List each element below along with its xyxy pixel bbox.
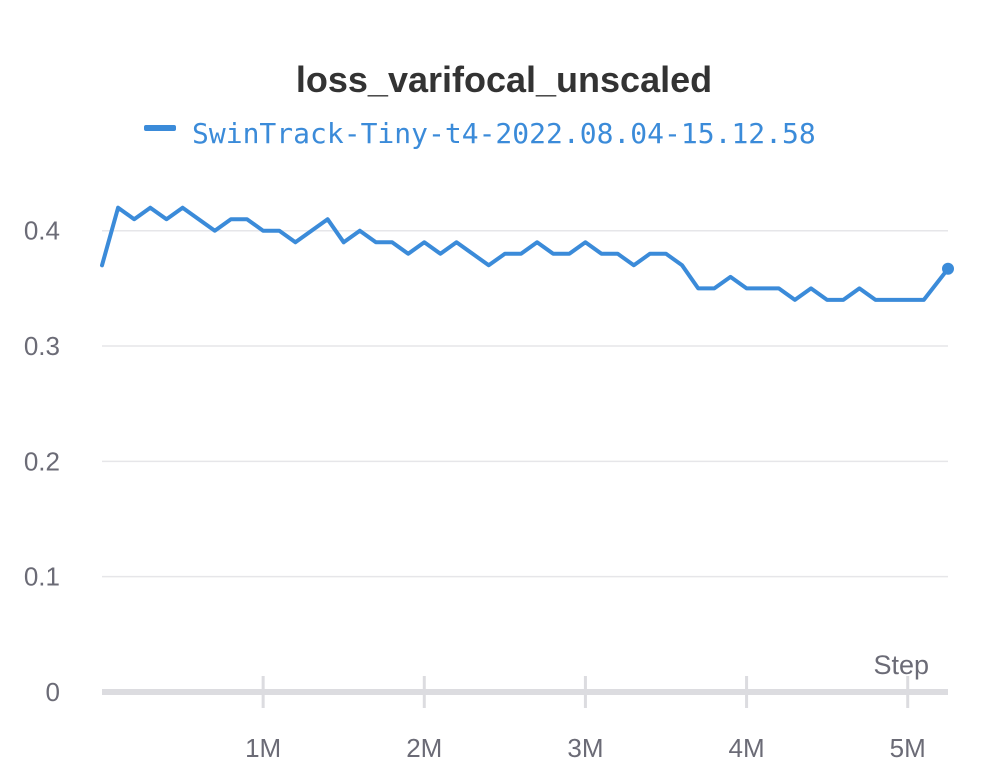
- y-tick-label: 0.2: [24, 446, 60, 476]
- x-tick-label: 4M: [729, 733, 765, 763]
- legend[interactable]: SwinTrack-Tiny-t4-2022.08.04-15.12.58: [144, 117, 816, 150]
- x-axis-title: Step: [873, 650, 929, 680]
- y-tick-label: 0.4: [24, 216, 60, 246]
- y-tick-label: 0.1: [24, 562, 60, 592]
- grid-lines: [102, 229, 948, 578]
- x-tick-label: 2M: [406, 733, 442, 763]
- series-line: [100, 205, 950, 302]
- x-tick-label: 3M: [567, 733, 603, 763]
- series-layer: [100, 205, 954, 302]
- x-tick-label: 5M: [890, 733, 926, 763]
- y-tick-label: 0.3: [24, 331, 60, 361]
- x-tick-label: 1M: [245, 733, 281, 763]
- x-axis: 1M 2M 3M 4M 5M: [102, 676, 948, 763]
- chart-title: loss_varifocal_unscaled: [296, 59, 712, 100]
- legend-swatch: [144, 125, 176, 131]
- y-axis: 0 0.1 0.2 0.3 0.4: [24, 216, 60, 707]
- last-point-marker: [942, 262, 954, 275]
- y-tick-label: 0: [46, 677, 60, 707]
- legend-label: SwinTrack-Tiny-t4-2022.08.04-15.12.58: [192, 117, 816, 150]
